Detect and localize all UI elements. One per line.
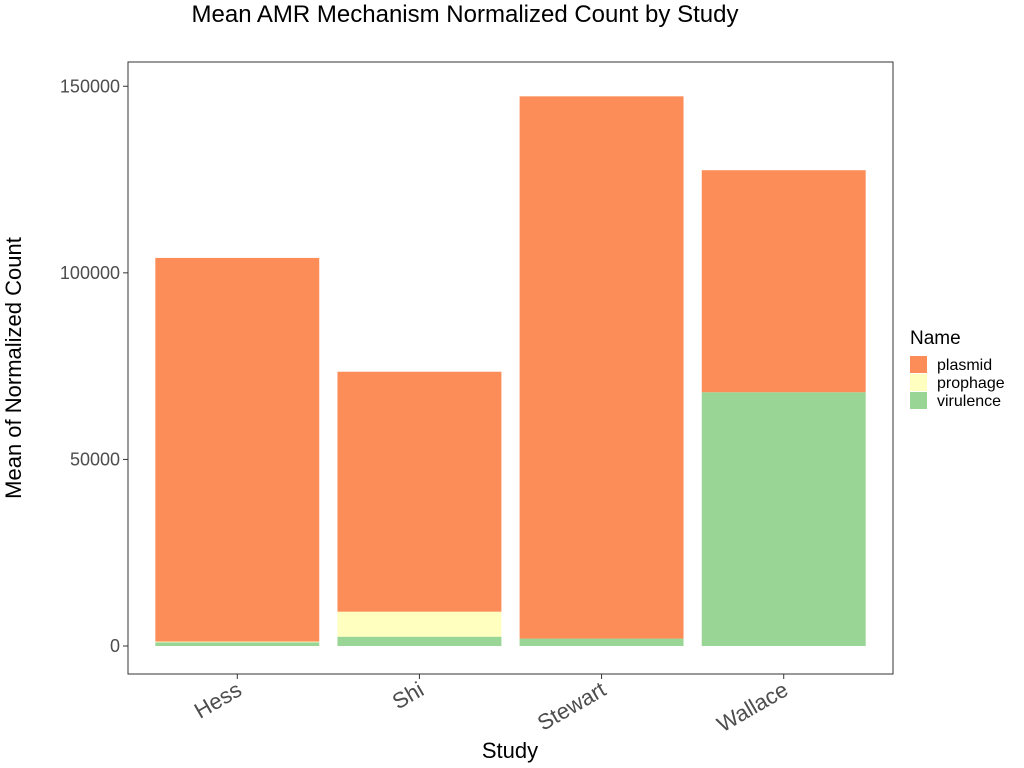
bar-wallace-plasmid <box>701 170 866 393</box>
chart-title: Mean AMR Mechanism Normalized Count by S… <box>192 1 739 28</box>
y-tick-label: 50000 <box>70 449 120 469</box>
bar-stewart-plasmid <box>519 96 684 639</box>
bar-hess-prophage <box>155 641 320 643</box>
legend-label-plasmid: plasmid <box>937 357 992 374</box>
x-tick-label-shi: Shi <box>388 677 428 715</box>
x-tick-label-stewart: Stewart <box>533 677 610 736</box>
legend-title: Name <box>910 328 961 349</box>
bar-shi-prophage <box>337 611 502 637</box>
x-tick-label-wallace: Wallace <box>713 677 793 737</box>
y-tick-label: 0 <box>110 636 120 656</box>
x-tick-label-hess: Hess <box>190 677 246 724</box>
bar-shi-plasmid <box>337 371 502 612</box>
y-axis-title: Mean of Normalized Count <box>1 237 26 499</box>
legend-label-prophage: prophage <box>937 375 1005 392</box>
x-axis: Hess Shi Stewart Wallace <box>190 674 792 737</box>
plot-panel <box>127 61 894 675</box>
y-tick-label: 150000 <box>60 76 120 96</box>
legend-label-virulence: virulence <box>937 393 1001 410</box>
y-axis: 0 50000 100000 150000 <box>60 76 128 656</box>
bar-stewart-virulence <box>519 638 684 647</box>
legend-key-virulence <box>910 392 927 409</box>
bars-layer <box>155 96 866 647</box>
bar-hess-virulence <box>155 642 320 647</box>
y-tick-label: 100000 <box>60 263 120 283</box>
legend-key-prophage <box>910 374 927 391</box>
bar-wallace-virulence <box>701 392 866 647</box>
bar-hess-plasmid <box>155 257 320 642</box>
legend-key-plasmid <box>910 356 927 373</box>
x-axis-title: Study <box>482 738 538 763</box>
bar-shi-virulence <box>337 636 502 647</box>
